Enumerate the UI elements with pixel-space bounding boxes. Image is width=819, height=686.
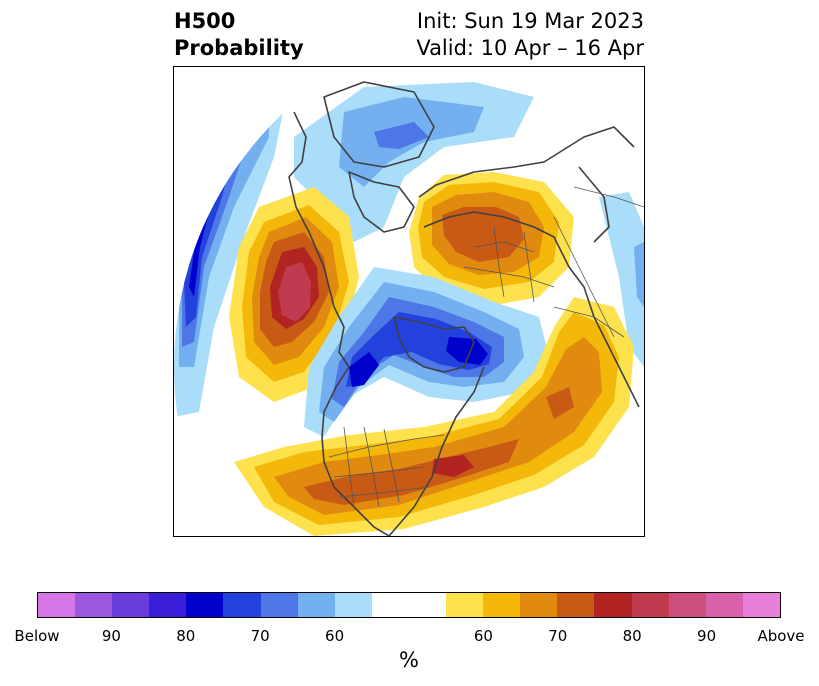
arctic-below-region (294, 82, 644, 367)
colorbar-segment (742, 593, 780, 617)
colorbar-segment (38, 593, 76, 617)
colorbar-tick-label: 60 (473, 627, 493, 645)
colorbar-tick-label: 80 (176, 627, 196, 645)
colorbar-tick-label: Above (757, 627, 805, 645)
siberia-above-region (409, 172, 574, 307)
colorbar-segment (483, 593, 521, 617)
probability-map (173, 66, 645, 537)
colorbar-segment (557, 593, 595, 617)
political-borders (328, 186, 644, 508)
colorbar-segment (149, 593, 187, 617)
colorbar-segment (520, 593, 558, 617)
colorbar-segment (408, 593, 447, 617)
alaska-above-region (229, 187, 359, 402)
chart-title-right: Init: Sun 19 Mar 2023 Valid: 10 Apr – 16… (416, 8, 644, 62)
colorbar-segment (297, 593, 335, 617)
map-canvas (174, 81, 644, 536)
colorbar-tick-label: 70 (250, 627, 270, 645)
colorbar-segment (260, 593, 298, 617)
colorbar-tick-label: 90 (697, 627, 717, 645)
east-coast (388, 366, 485, 536)
chart-title-left: H500 Probability (174, 8, 304, 62)
colorbar-segment (223, 593, 261, 617)
greenland (323, 81, 435, 168)
title-variable: H500 (174, 9, 236, 33)
colorbar-segment (186, 593, 224, 617)
colorbar-segment (75, 593, 113, 617)
atlantic-above-region (234, 297, 634, 536)
hudson-bay (393, 316, 475, 373)
arctic-islands (348, 171, 415, 233)
colorbar-segment (705, 593, 743, 617)
colorbar-segment (668, 593, 706, 617)
colorbar-segment (334, 593, 372, 617)
canada-below-region (304, 267, 549, 437)
colorbar-unit: % (399, 648, 419, 672)
north-america-coast (288, 111, 390, 536)
colorbar-segment (446, 593, 484, 617)
colorbar-segment (112, 593, 150, 617)
colorbar-segment (594, 593, 632, 617)
eurasia-coast (423, 211, 640, 408)
title-metric: Probability (174, 36, 304, 60)
valid-range: Valid: 10 Apr – 16 Apr (416, 36, 644, 60)
init-date: Init: Sun 19 Mar 2023 (416, 9, 644, 33)
colorbar-segment (371, 593, 409, 617)
colorbar-segment (631, 593, 669, 617)
colorbar-tick-label: Below (14, 627, 60, 645)
colorbar-tick-label: 90 (101, 627, 121, 645)
siberia-north (418, 126, 635, 198)
coastlines (288, 81, 640, 536)
colorbar (37, 592, 781, 618)
colorbar-tick-label: 70 (548, 627, 568, 645)
kamchatka (578, 166, 610, 243)
anomaly-fields (174, 82, 644, 536)
colorbar-tick-label: 80 (622, 627, 642, 645)
colorbar-tick-label: 60 (325, 627, 345, 645)
